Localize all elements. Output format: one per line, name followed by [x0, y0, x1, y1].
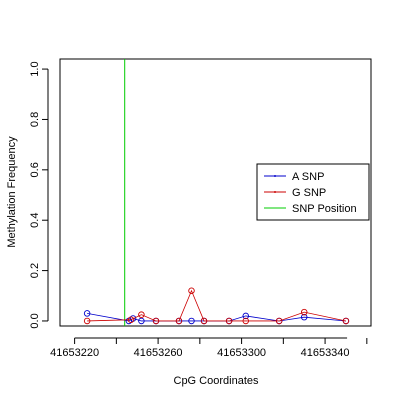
y-tick-label: 0.2 — [29, 263, 41, 278]
a-snp-point — [138, 317, 145, 325]
x-tick-label: 41653260 — [134, 347, 183, 359]
a-snp-point — [242, 312, 250, 320]
a-snp-point — [188, 317, 195, 325]
g-snp-point — [200, 317, 208, 325]
g-snp-point — [300, 308, 308, 316]
x-axis: 41653220 41653260 41653300 41653340 — [50, 337, 368, 359]
series-layer — [83, 287, 350, 325]
a-snp-point — [300, 313, 308, 321]
y-tick-label: 0.4 — [29, 213, 41, 228]
x-axis-label: CpG Coordinates — [174, 375, 259, 387]
y-tick-label: 1.0 — [29, 61, 41, 76]
g-snp-point — [152, 317, 160, 325]
g-snp-point — [275, 317, 283, 325]
legend-marker — [274, 175, 276, 177]
y-axis-label: Methylation Frequency — [6, 136, 18, 248]
g-snp-series-line — [87, 289, 347, 322]
x-tick-label: 41653340 — [301, 347, 350, 359]
g-snp-point — [242, 317, 250, 325]
legend-label: SNP Position — [292, 203, 357, 215]
legend-marker — [274, 191, 276, 193]
g-snp-point — [83, 317, 91, 325]
y-tick-label: 0.8 — [29, 112, 41, 127]
y-tick-label: 0.6 — [29, 162, 41, 177]
legend-label: A SNP — [292, 171, 324, 183]
x-tick-label: 41653220 — [50, 347, 99, 359]
y-axis: 0.0 0.2 0.4 0.6 0.8 1.0 — [29, 61, 49, 329]
legend: A SNP G SNP SNP Position — [256, 163, 370, 221]
g-snp-point — [188, 287, 195, 294]
g-snp-point — [342, 317, 350, 325]
y-tick-label: 0.0 — [29, 313, 41, 328]
legend-label: G SNP — [292, 187, 326, 199]
plot-frame — [59, 58, 372, 327]
g-snp-point — [175, 317, 183, 325]
g-snp-point — [138, 311, 145, 318]
x-tick-label: 41653300 — [217, 347, 266, 359]
a-snp-point — [83, 310, 91, 317]
g-snp-point — [225, 317, 233, 325]
g-snp-point — [127, 316, 135, 323]
